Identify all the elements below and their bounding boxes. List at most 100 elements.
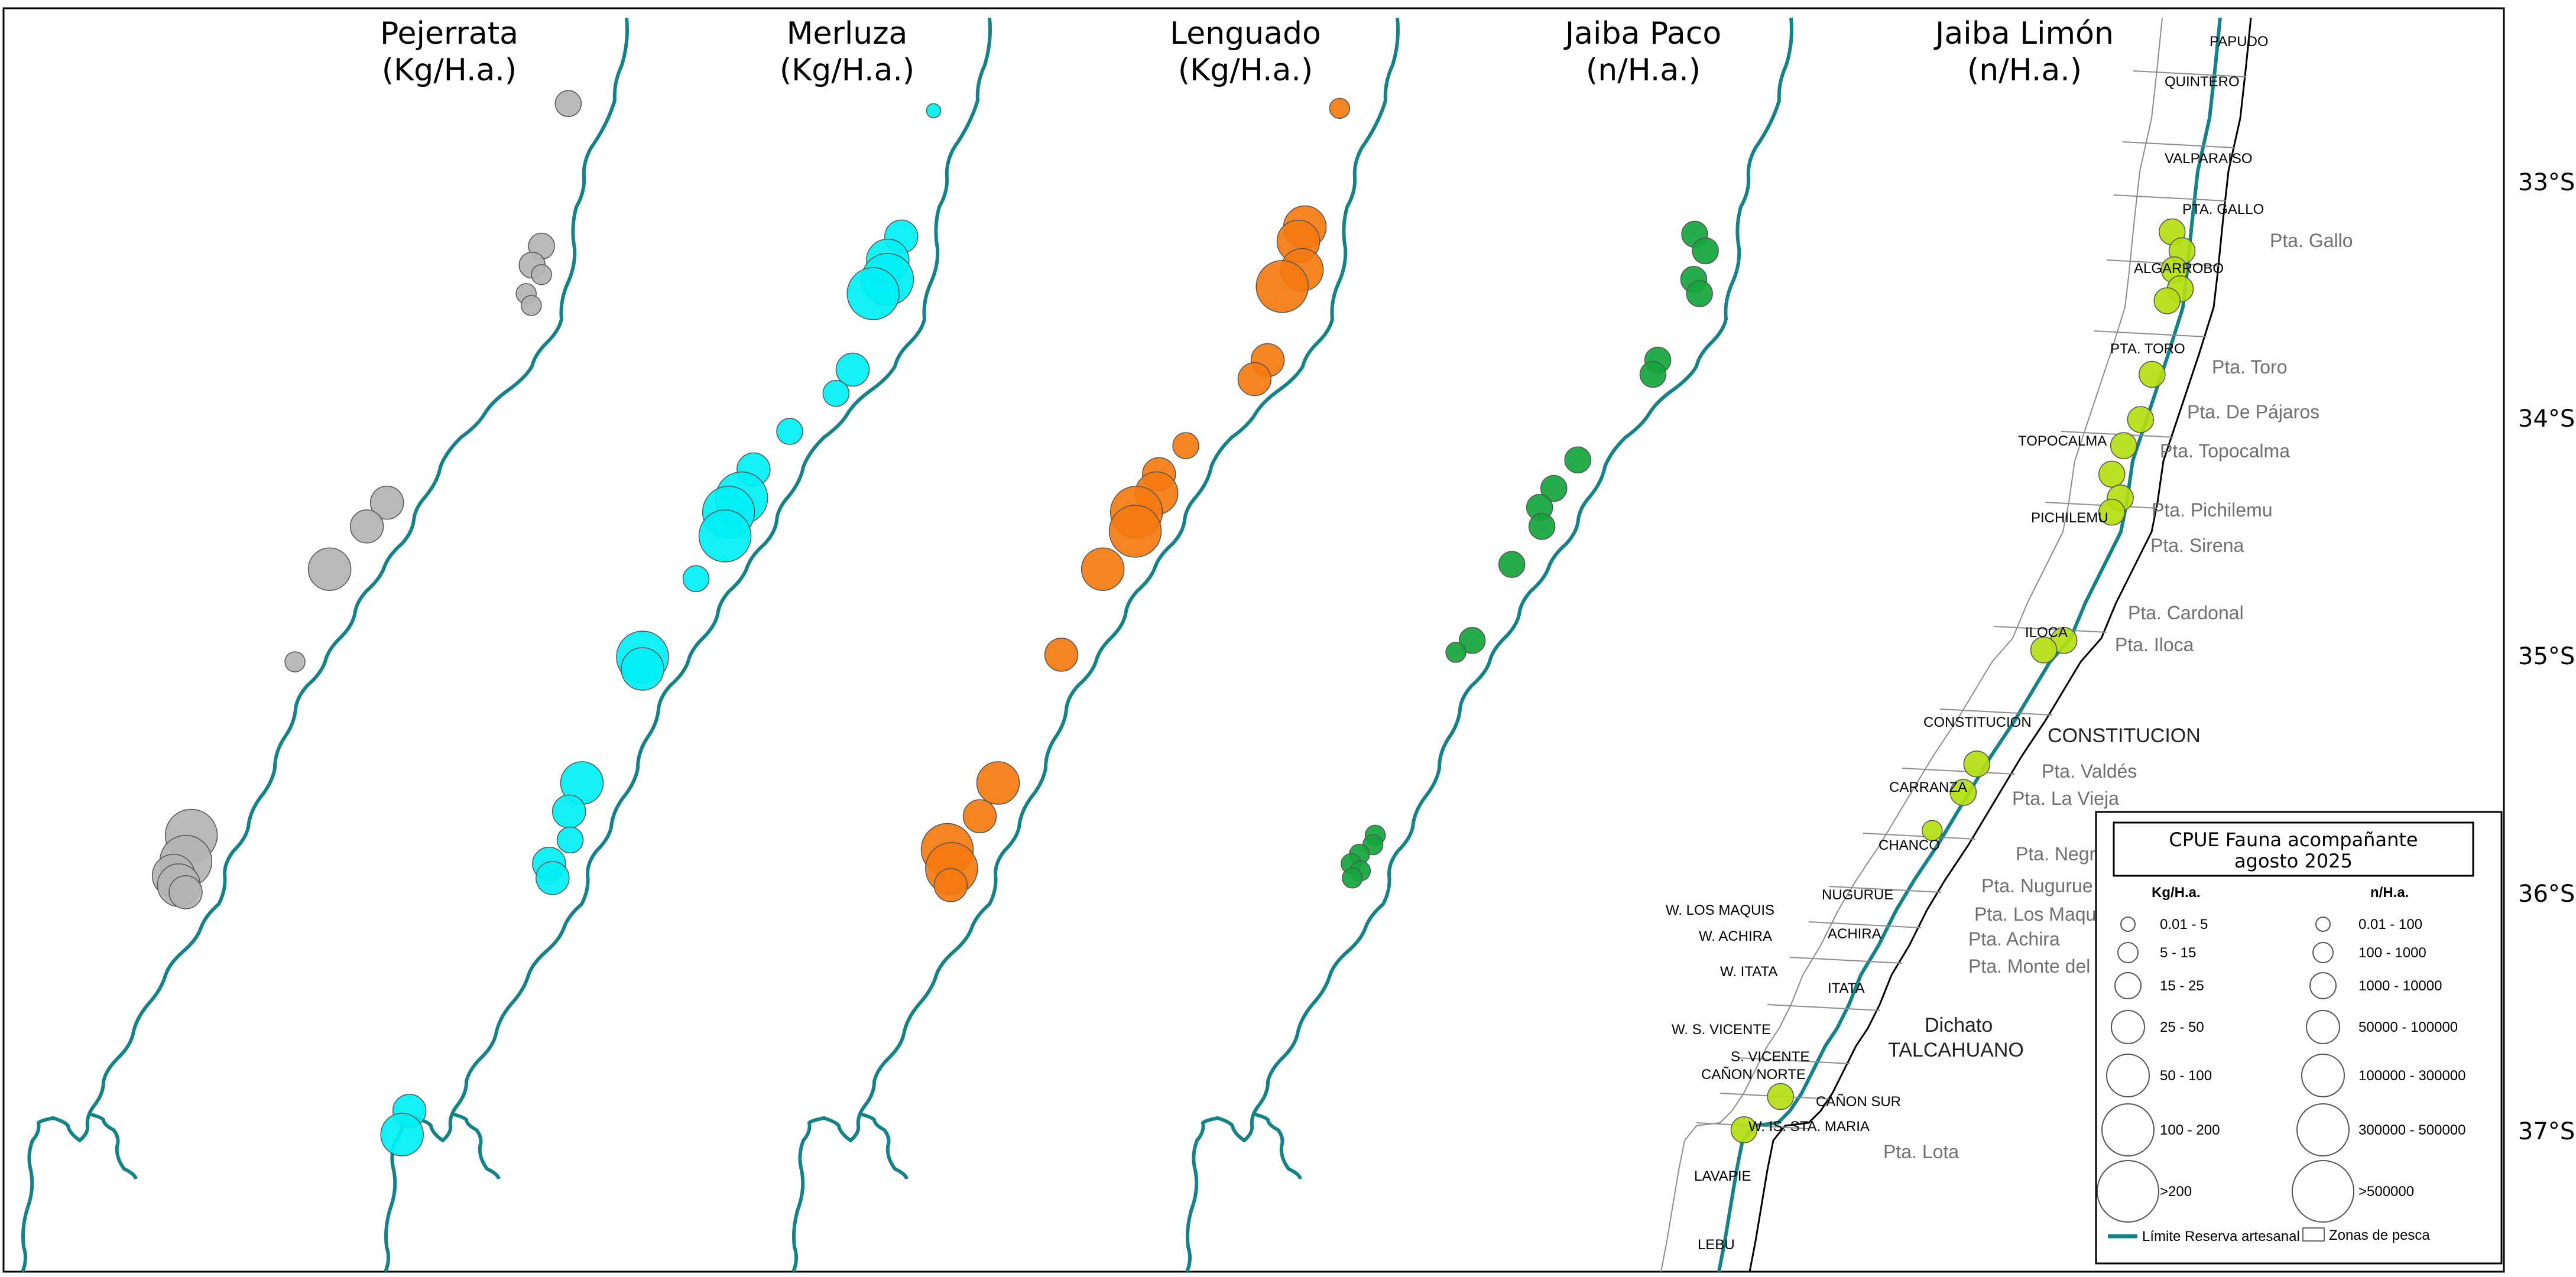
pejerrata-bubble — [284, 651, 306, 672]
legend-kg-label: 15 - 25 — [2160, 978, 2204, 994]
reserva-line-bay-panel-1 — [88, 1112, 138, 1179]
zone-label: PICHILEMU — [2031, 510, 2108, 526]
city-label: TALCAHUANO — [1888, 1039, 2024, 1061]
merluza-bubble — [926, 103, 942, 119]
legend-n-label: 0.01 - 100 — [2358, 917, 2422, 932]
pejerrata-bubble — [349, 509, 384, 544]
jaiba-limon-bubble — [2153, 287, 2181, 314]
cape-label: Pta. Achira — [1968, 928, 2060, 950]
cape-label: Pta. Toro — [2212, 356, 2287, 378]
legend-kg-label: 0.01 - 5 — [2160, 917, 2208, 932]
cape-label: Pta. Topocalma — [2160, 440, 2290, 462]
legend-n-label: 300000 - 500000 — [2358, 1122, 2466, 1138]
lenguado-bubble — [1237, 362, 1272, 397]
zone-label: ACHIRA — [1828, 926, 1881, 942]
panel-titles: Pejerrata (Kg/H.a.) Merluza (Kg/H.a.) Le… — [380, 16, 2114, 88]
zone-label: PTA. GALLO — [2182, 202, 2264, 217]
zone-label: CHANCO — [1879, 837, 1940, 853]
cape-label: Pta. Iloca — [2115, 634, 2194, 655]
zone-label: LEBU — [1698, 1237, 1735, 1253]
legend-kg-label: >200 — [2160, 1184, 2192, 1200]
pejerrata-bubble — [168, 875, 203, 909]
zone-label: PAPUDO — [2210, 34, 2269, 50]
zone-divider — [1994, 626, 2107, 633]
zone-label: TOPOCALMA — [2018, 433, 2107, 449]
legend-n-circle — [2315, 917, 2331, 932]
jaiba-paco-bubble — [1445, 642, 1467, 663]
legend-n-label: 1000 - 10000 — [2358, 978, 2442, 994]
legend-kg-circle — [2111, 1010, 2145, 1044]
jaiba-limon-bubble — [2098, 460, 2126, 488]
panel-title-jaiba-limon: Jaiba Limón — [1933, 16, 2114, 51]
legend-subtitle: agosto 2025 — [2234, 850, 2353, 872]
zone-divider — [2133, 70, 2246, 77]
legend-title-box — [2113, 821, 2474, 877]
legend-n-circle — [2306, 1010, 2340, 1044]
legend-n-circle — [2312, 942, 2334, 963]
legend-kg-circle — [2097, 1160, 2159, 1223]
legend-size-classes: 0.01 - 5 0.01 - 100 5 - 15 100 - 1000 15 - 2… — [2097, 917, 2466, 1223]
lenguado-bubble — [1081, 547, 1125, 591]
zone-divider — [1902, 768, 2015, 775]
legend-n-header: n/H.a. — [2370, 885, 2409, 901]
legend-kg-label: 100 - 200 — [2160, 1122, 2220, 1138]
zone-labels: PAPUDO QUINTERO VALPARAISO PTA. GALLO AL… — [1666, 34, 2269, 1253]
jaiba-limon-bubble — [2030, 636, 2058, 664]
zone-divider — [1737, 1057, 1851, 1064]
zone-label: ITATA — [1828, 980, 1865, 996]
zone-label: W. S. VICENTE — [1672, 1022, 1771, 1038]
jaiba-limon-bubble — [2098, 498, 2126, 526]
zone-label: LAVAPIE — [1694, 1168, 1751, 1184]
legend-kg-circle — [2106, 1054, 2150, 1097]
panel-unit-pejerrata: (Kg/H.a.) — [382, 53, 517, 88]
legend-title: CPUE Fauna acompañante — [2169, 828, 2418, 851]
zone-label: NUGURUE — [1822, 887, 1893, 903]
panel-unit-lenguado: (Kg/H.a.) — [1178, 53, 1313, 88]
zone-outer-boundary — [1660, 17, 2163, 1272]
zone-divider — [1808, 921, 1922, 928]
zone-label: S. VICENTE — [1731, 1049, 1809, 1065]
lat-label: 33°S — [2518, 169, 2575, 196]
cape-label: Pta. Valdés — [2042, 761, 2137, 782]
pejerrata-bubble — [307, 547, 352, 591]
jaiba-limon-bubble — [1922, 820, 1943, 841]
jaiba-limon-bubble — [2127, 406, 2155, 433]
legend-n-circle — [2301, 1054, 2345, 1097]
zone-label: PTA. TORO — [2110, 341, 2185, 357]
city-labels: CONSTITUCION Dichato TALCAHUANO — [1888, 724, 2201, 1061]
legend: CPUE Fauna acompañante agosto 2025 Kg/H.… — [2095, 811, 2503, 1265]
merluza-bubble — [846, 267, 900, 320]
pejerrata-bubble — [554, 90, 582, 118]
cape-label: Pta. De Pájaros — [2187, 401, 2319, 423]
lenguado-bubble — [1329, 98, 1351, 119]
zone-divider — [2094, 330, 2207, 337]
panel-unit-merluza: (Kg/H.a.) — [780, 53, 914, 88]
jaiba-limon-bubble — [2139, 360, 2166, 388]
jaiba-paco-bubble — [1639, 360, 1667, 388]
legend-kg-label: 50 - 100 — [2160, 1068, 2212, 1084]
legend-kg-circle — [2120, 917, 2136, 932]
zone-label: VALPARAISO — [2165, 151, 2253, 167]
reserva-line-panel-4 — [1185, 17, 1793, 1273]
lat-label: 34°S — [2518, 405, 2575, 433]
jaiba-limon-bubble — [1767, 1083, 1794, 1110]
jaiba-paco-bubble — [1564, 446, 1591, 474]
jaiba-paco-bubble — [1342, 867, 1363, 889]
panel-title-jaiba-paco: Jaiba Paco — [1563, 16, 1721, 51]
merluza-bubble — [556, 826, 584, 854]
cape-label: Pta. Gallo — [2270, 230, 2353, 251]
city-label: CONSTITUCION — [2048, 724, 2201, 747]
merluza-bubble — [621, 647, 664, 691]
legend-kg-circle — [2117, 942, 2139, 963]
merluza-bubble — [536, 861, 570, 895]
zone-divider — [1828, 886, 1942, 893]
legend-n-circle — [2309, 972, 2337, 999]
reserva-artesanal-lines — [21, 17, 2252, 1273]
reserva-line-bay-panel-3 — [859, 1112, 909, 1179]
lat-label: 36°S — [2518, 880, 2575, 908]
panel-unit-jaiba-limon: (n/H.a.) — [1967, 53, 2082, 88]
legend-kg-label: 25 - 50 — [2160, 1019, 2204, 1035]
cape-label: Pta. Pichilemu — [2152, 499, 2273, 521]
reserva-line-bay-panel-2 — [451, 1112, 501, 1179]
zone-divider — [1939, 709, 2053, 716]
